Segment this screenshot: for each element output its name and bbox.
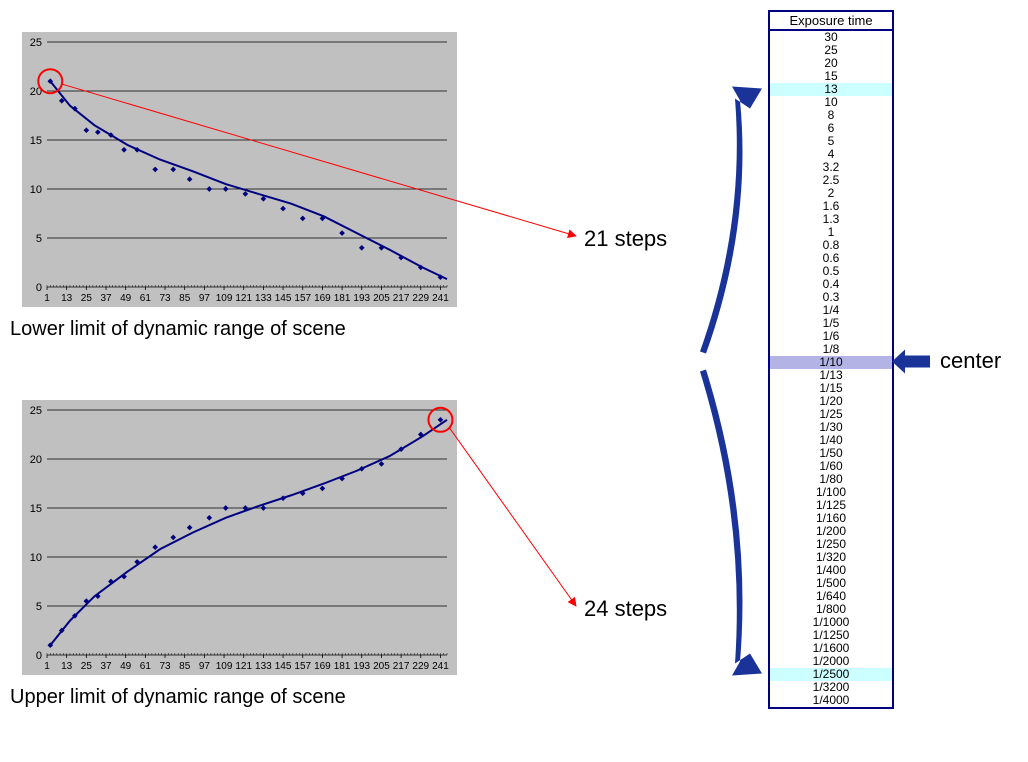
svg-text:121: 121 [235,661,252,672]
bottom-chart: 0510152025113253749617385971091211331451… [22,400,457,675]
svg-text:157: 157 [294,661,311,672]
svg-text:5: 5 [36,233,42,245]
svg-text:229: 229 [412,661,429,672]
svg-text:181: 181 [334,661,351,672]
svg-text:133: 133 [255,293,272,304]
svg-text:10: 10 [30,184,42,196]
bottom-annotation-text: 24 steps [584,596,667,622]
svg-text:109: 109 [216,661,233,672]
svg-text:25: 25 [30,405,42,417]
svg-text:85: 85 [179,661,191,672]
svg-text:193: 193 [353,293,370,304]
svg-text:25: 25 [81,661,93,672]
center-label: center [940,348,1001,374]
svg-text:133: 133 [255,661,272,672]
svg-text:15: 15 [30,135,42,147]
svg-text:20: 20 [30,86,42,98]
svg-text:217: 217 [393,661,410,672]
svg-text:229: 229 [412,293,429,304]
svg-text:193: 193 [353,661,370,672]
svg-text:25: 25 [81,293,93,304]
svg-text:10: 10 [30,552,42,564]
svg-text:241: 241 [432,661,449,672]
svg-text:49: 49 [120,293,132,304]
top-annotation-text: 21 steps [584,226,667,252]
svg-text:0: 0 [36,650,42,662]
svg-text:1: 1 [44,661,50,672]
exposure-table-header: Exposure time [770,12,892,31]
svg-text:0: 0 [36,282,42,294]
top-chart-svg: 0510152025113253749617385971091211331451… [22,32,457,307]
svg-text:37: 37 [100,293,112,304]
svg-text:37: 37 [100,661,112,672]
svg-text:61: 61 [140,661,152,672]
svg-text:169: 169 [314,293,331,304]
svg-text:25: 25 [30,37,42,49]
svg-text:73: 73 [159,293,171,304]
svg-text:217: 217 [393,293,410,304]
svg-text:97: 97 [199,661,211,672]
svg-text:145: 145 [275,293,292,304]
svg-text:20: 20 [30,454,42,466]
exposure-time-table: Exposure time30252015131086543.22.521.61… [768,10,894,709]
bottom-chart-caption: Upper limit of dynamic range of scene [10,686,346,709]
svg-text:205: 205 [373,661,390,672]
svg-text:169: 169 [314,661,331,672]
svg-text:181: 181 [334,293,351,304]
svg-text:97: 97 [199,293,211,304]
svg-text:13: 13 [61,293,73,304]
svg-text:121: 121 [235,293,252,304]
svg-text:205: 205 [373,293,390,304]
svg-text:13: 13 [61,661,73,672]
exposure-row: 1/4000 [770,694,892,707]
svg-text:241: 241 [432,293,449,304]
top-chart: 0510152025113253749617385971091211331451… [22,32,457,307]
svg-text:73: 73 [159,661,171,672]
svg-text:157: 157 [294,293,311,304]
svg-text:85: 85 [179,293,191,304]
bottom-chart-svg: 0510152025113253749617385971091211331451… [22,400,457,675]
svg-text:5: 5 [36,601,42,613]
svg-text:49: 49 [120,661,132,672]
svg-text:1: 1 [44,293,50,304]
svg-text:61: 61 [140,293,152,304]
svg-text:145: 145 [275,661,292,672]
svg-text:15: 15 [30,503,42,515]
svg-text:109: 109 [216,293,233,304]
top-chart-caption: Lower limit of dynamic range of scene [10,318,346,341]
